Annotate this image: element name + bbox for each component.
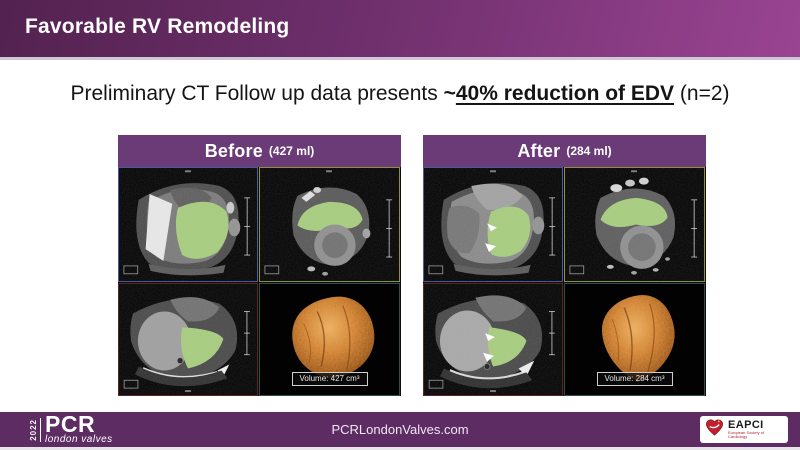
before-volume-caption: Volume: 427 cm³ xyxy=(291,372,368,386)
after-ct-four-chamber-image xyxy=(423,167,563,282)
before-3d-volume-render: Volume: 427 cm³ xyxy=(259,283,400,396)
before-panel: Before (427 ml) xyxy=(118,135,401,396)
before-panel-header: Before (427 ml) xyxy=(118,135,401,167)
before-ct-axial-image xyxy=(118,283,258,396)
pcr-logo-subtitle: london valves xyxy=(45,434,113,446)
eapci-logo: EAPCI European Society of Cardiology xyxy=(700,416,788,443)
after-volume-caption: Volume: 284 cm³ xyxy=(596,372,673,386)
after-panel: After (284 ml) xyxy=(423,135,706,396)
page-title: Favorable RV Remodeling xyxy=(25,15,290,38)
footer-bottom-strip xyxy=(0,447,800,450)
footer-bar: 2022 PCR london valves PCRLondonValves.c… xyxy=(0,412,800,447)
after-volume-note: (284 ml) xyxy=(566,144,612,158)
subtitle-highlight: 40% reduction of EDV xyxy=(455,82,675,105)
subtitle-tilde: ~ xyxy=(443,82,456,105)
before-ct-short-axis-image xyxy=(259,167,400,282)
subtitle-suffix: (n=2) xyxy=(674,82,730,105)
before-image-grid: Volume: 427 cm³ xyxy=(118,167,401,396)
after-ct-short-axis-image xyxy=(564,167,705,282)
pcr-logo-divider xyxy=(40,418,41,442)
before-label: Before xyxy=(204,140,263,161)
pcr-london-valves-logo: 2022 PCR london valves xyxy=(29,410,113,446)
after-ct-axial-image xyxy=(423,283,563,396)
slide-header-bar: Favorable RV Remodeling xyxy=(0,0,800,57)
after-panel-header: After (284 ml) xyxy=(423,135,706,167)
footer-website-link[interactable]: PCRLondonValves.com xyxy=(331,422,469,437)
header-divider xyxy=(0,57,800,60)
eapci-heart-icon xyxy=(705,418,724,442)
after-image-grid: Volume: 284 cm³ xyxy=(423,167,706,396)
eapci-name: EAPCI xyxy=(728,418,764,431)
after-label: After xyxy=(517,140,561,161)
subtitle-prefix: Preliminary CT Follow up data presents xyxy=(70,82,444,105)
before-ct-four-chamber-image xyxy=(118,167,258,282)
eapci-tagline: European Society of Cardiology xyxy=(728,430,765,440)
after-3d-volume-render: Volume: 284 cm³ xyxy=(564,283,705,396)
subtitle: Preliminary CT Follow up data presents ~… xyxy=(0,82,800,106)
pcr-logo-brand: PCR xyxy=(45,410,96,437)
before-volume-note: (427 ml) xyxy=(268,144,315,158)
